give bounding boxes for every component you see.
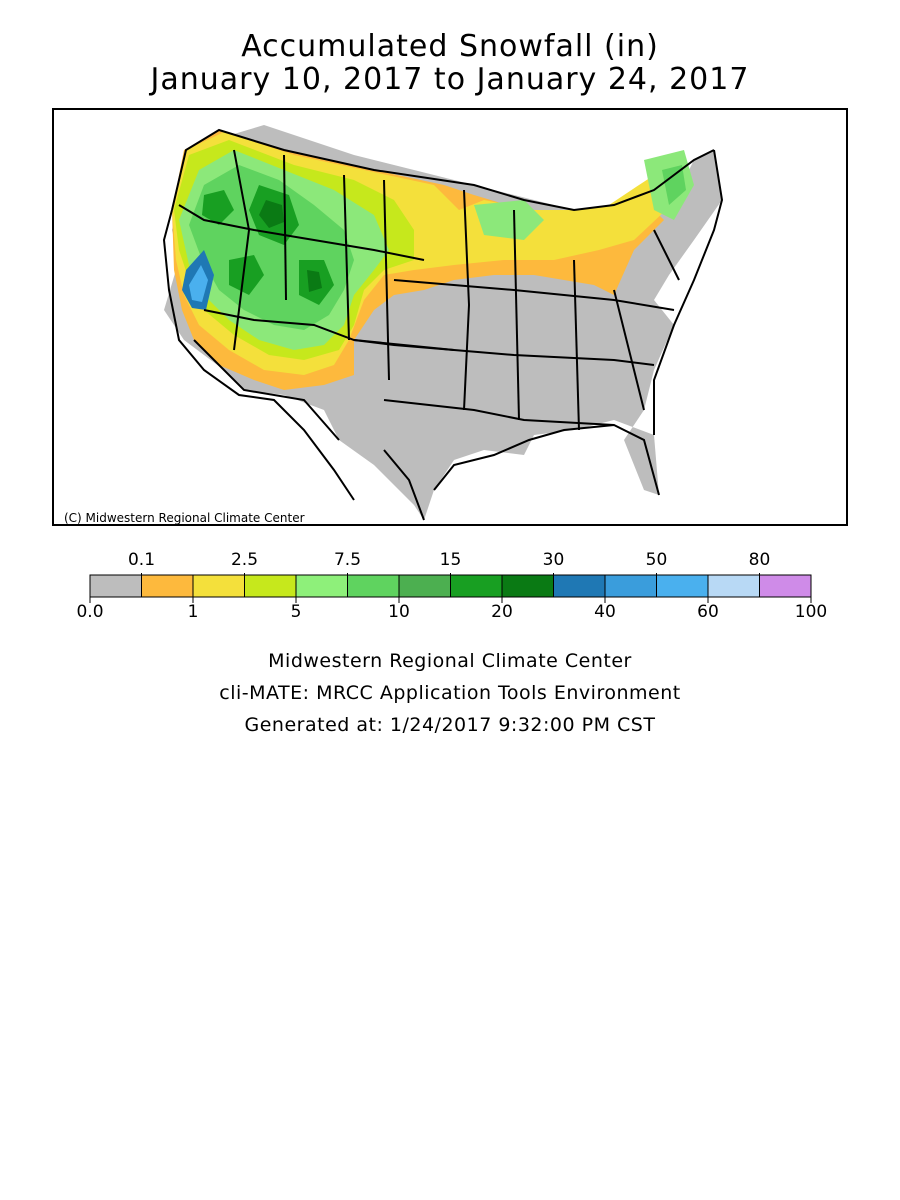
legend-top-label: 2.5 xyxy=(230,550,259,570)
legend-bottom-label: 20 xyxy=(491,602,513,622)
legend-bottom-label: 100 xyxy=(794,602,828,622)
legend-bottom-label: 5 xyxy=(290,602,302,622)
snow-zone-ne-3 xyxy=(662,165,686,205)
us-map-svg: (C) Midwestern Regional Climate Center xyxy=(64,125,724,525)
legend-top-label: 80 xyxy=(748,550,771,570)
legend-bin xyxy=(398,574,451,598)
legend-bottom-label: 10 xyxy=(388,602,410,622)
legend-bin xyxy=(192,574,245,598)
snow-zone-darkest-2 xyxy=(307,270,322,292)
legend-bin xyxy=(501,574,554,598)
legend-bin xyxy=(604,574,657,598)
legend-top-label: 7.5 xyxy=(333,550,362,570)
map-copyright: (C) Midwestern Regional Climate Center xyxy=(64,511,305,525)
legend-bin xyxy=(244,574,297,598)
snow-zone-darkest-1 xyxy=(259,200,284,228)
legend-bin xyxy=(707,574,760,598)
legend-top-label: 50 xyxy=(645,550,668,570)
footer-generated: Generated at: 1/24/2017 9:32:00 PM CST xyxy=(244,714,656,736)
legend-bin xyxy=(295,574,348,598)
legend-bin xyxy=(759,574,812,598)
coastline xyxy=(162,149,724,521)
snowfall-map: (C) Midwestern Regional Climate Center xyxy=(52,108,848,526)
legend-top-label: 30 xyxy=(542,550,565,570)
legend-bin xyxy=(553,574,606,598)
legend-bottom-label: 1 xyxy=(187,602,199,622)
state-borders xyxy=(171,128,715,441)
legend-bin xyxy=(450,574,503,598)
legend-bin xyxy=(656,574,709,598)
legend-bottom-label: 0.0 xyxy=(76,602,104,622)
map-date-range: January 10, 2017 to January 24, 2017 xyxy=(150,62,750,97)
legend-bar xyxy=(89,573,812,603)
map-title: Accumulated Snowfall (in) xyxy=(241,29,659,64)
legend-bin xyxy=(141,574,194,598)
color-legend: 0.1 2.5 7.5 15 30 50 80 0.0 1 5 10 20 40 60 100 xyxy=(0,545,900,635)
snow-zone-light-blue xyxy=(189,265,208,302)
legend-top-label: 15 xyxy=(439,550,462,570)
legend-bin xyxy=(89,574,142,598)
snow-zone-deep-2 xyxy=(202,190,234,225)
snow-zone-deep-4 xyxy=(229,255,264,295)
footer-org: Midwestern Regional Climate Center xyxy=(268,650,632,672)
snow-zone-ne-1 xyxy=(474,200,544,240)
legend-bottom-label: 40 xyxy=(594,602,616,622)
footer-app: cli-MATE: MRCC Application Tools Environ… xyxy=(219,682,681,704)
legend-bottom-label: 60 xyxy=(697,602,719,622)
legend-top-label: 0.1 xyxy=(127,550,156,570)
legend-bin xyxy=(347,574,400,598)
